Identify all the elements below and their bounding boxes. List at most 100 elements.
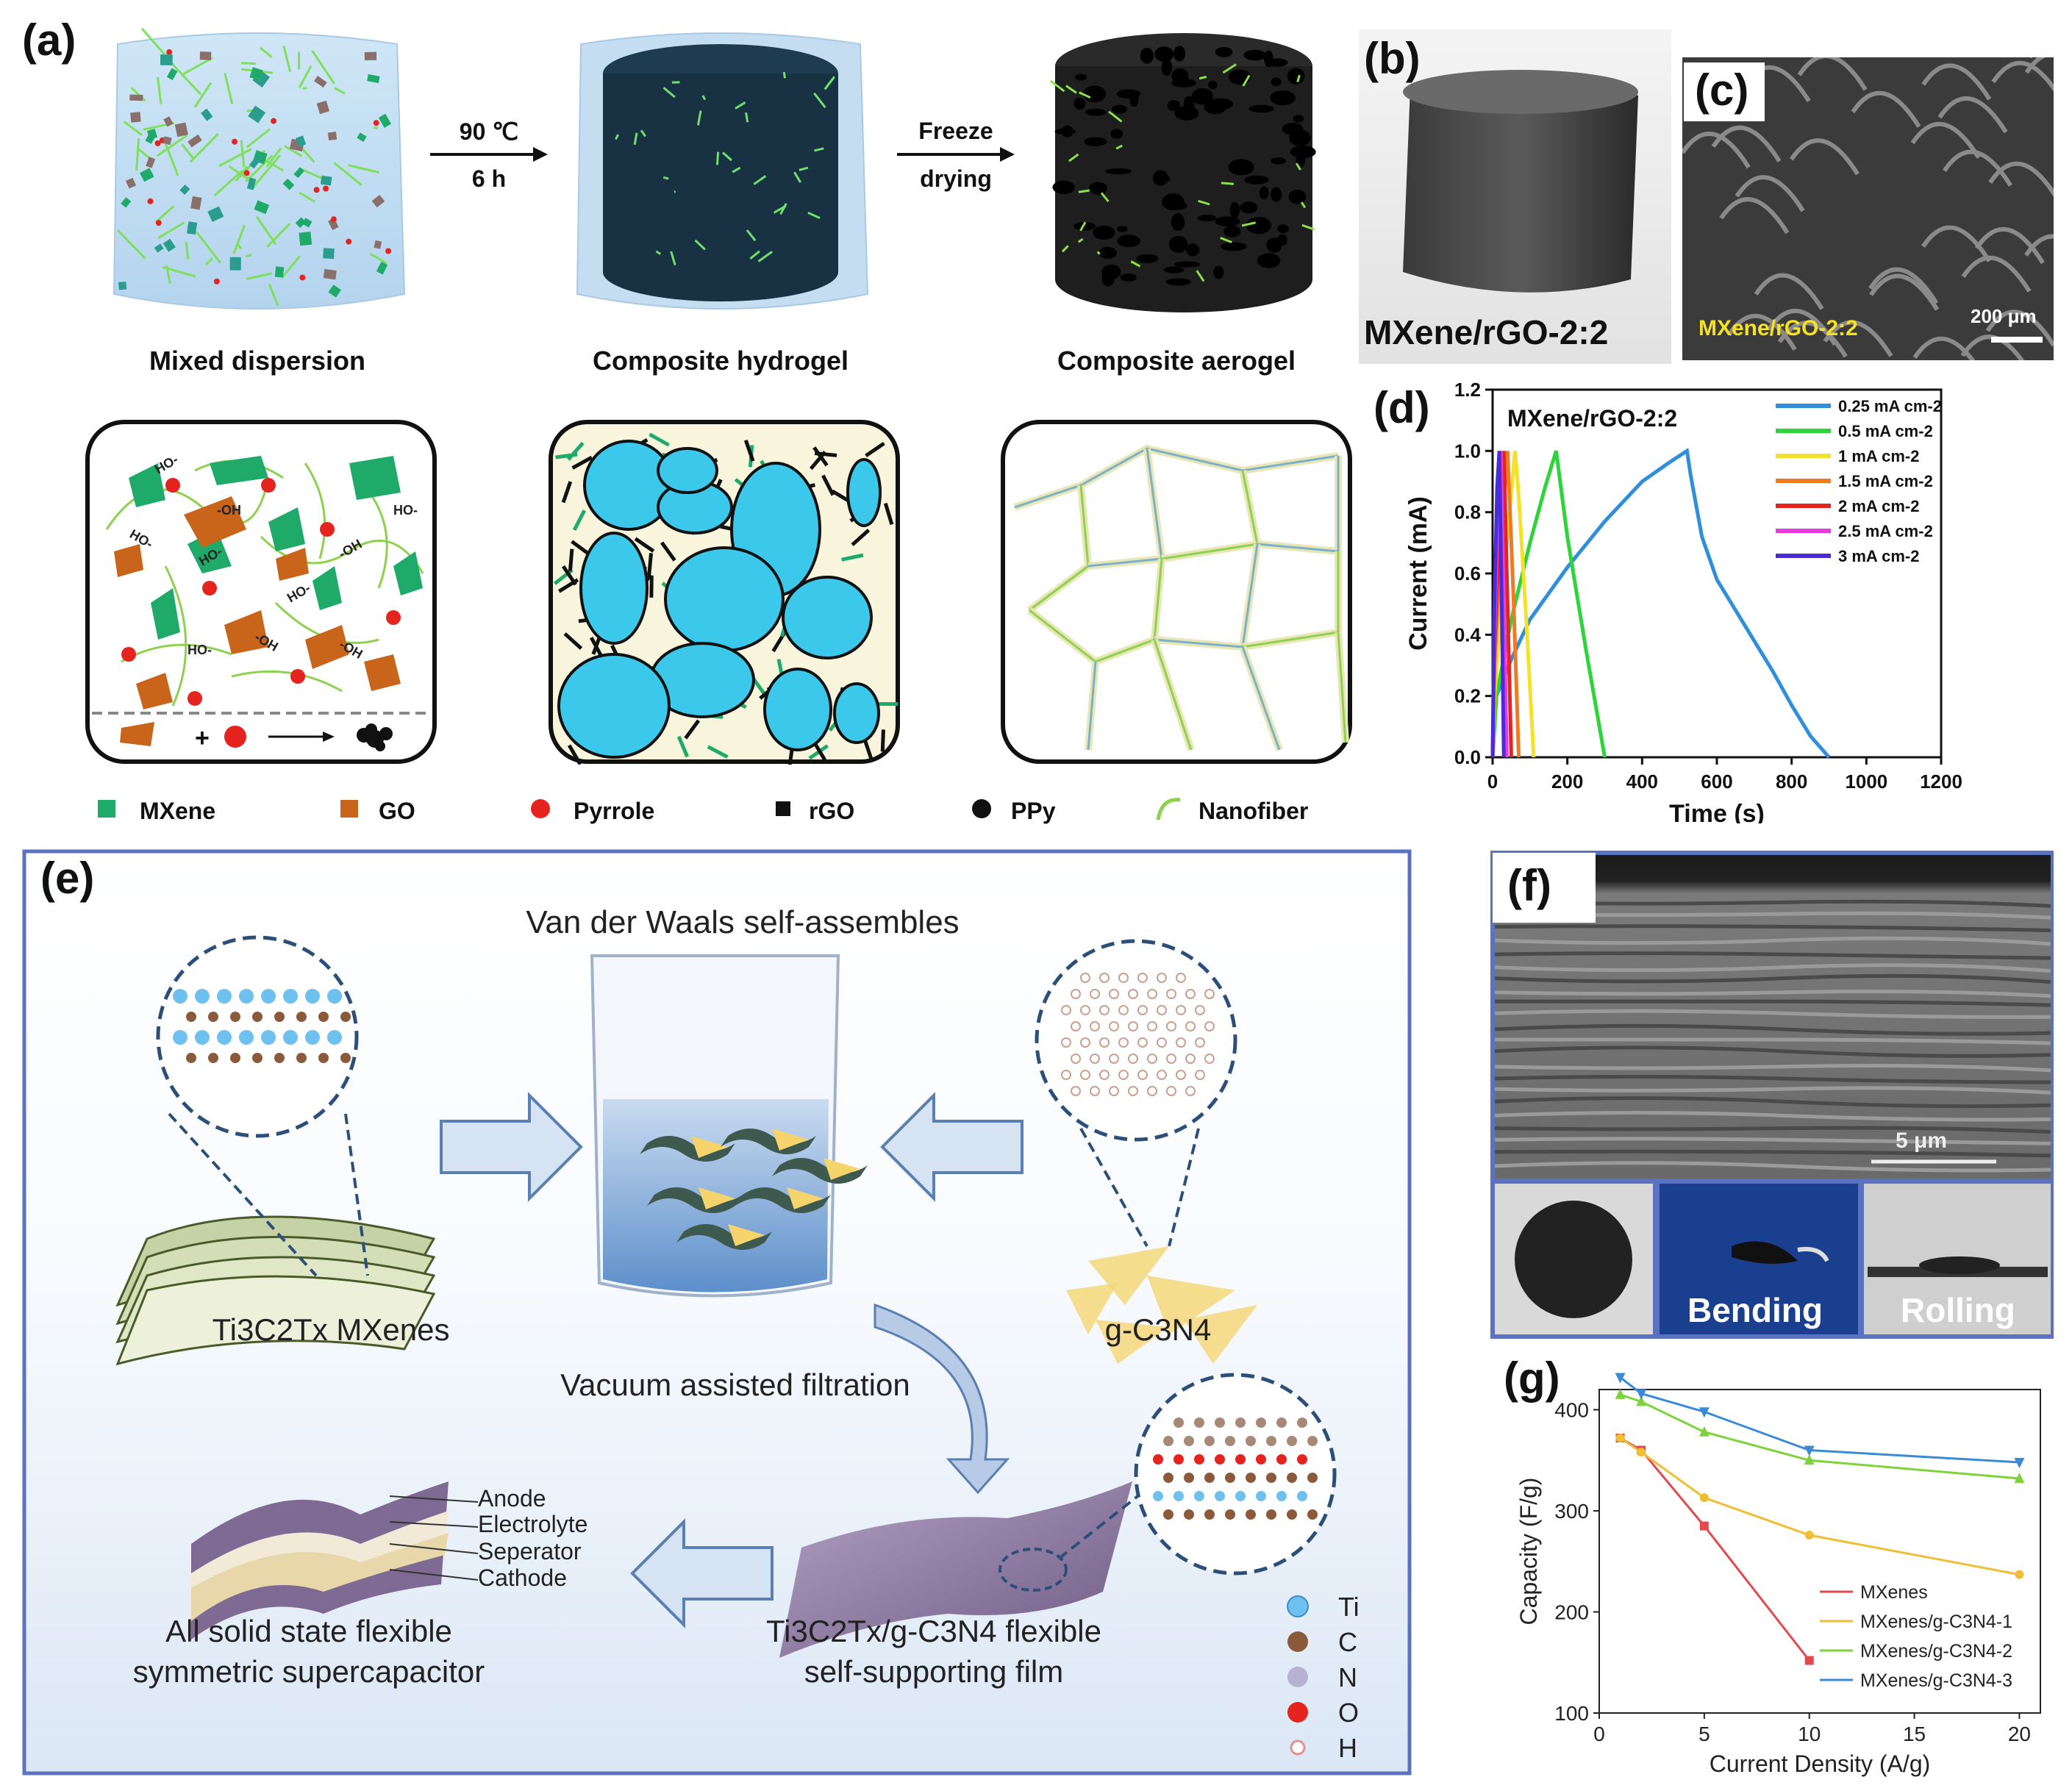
step2-line2: drying <box>920 165 992 192</box>
chart-g-xtick-label: 0 <box>1593 1723 1605 1745</box>
hydrogel-schematic <box>549 420 900 765</box>
chart-d-legend-label-4: 2 mA cm-2 <box>1838 497 1919 515</box>
chart-d-plot-area <box>1491 388 1943 759</box>
legend-rgo: rGO <box>809 798 855 824</box>
chart-g-point-0-2 <box>1699 1521 1709 1531</box>
chart-g-plot-area <box>1598 1389 2041 1714</box>
panel-e-frame <box>22 849 1412 1776</box>
chart-d-xtick-label: 600 <box>1701 770 1732 793</box>
chart-g-point-3-2 <box>1698 1407 1710 1418</box>
panel-b-caption: MXene/rGO-2:2 <box>1364 313 1609 351</box>
rolling-label: Rolling <box>1901 1291 2015 1329</box>
panel-f-frame <box>1490 851 2054 1339</box>
functional-group-7: HO- <box>187 643 212 657</box>
chart-d-ytick-label: 0.4 <box>1454 623 1482 646</box>
functional-group-4: HO- <box>393 503 418 518</box>
chart-g-point-3-3 <box>1804 1445 1815 1456</box>
chart-d-xtick-label: 1000 <box>1845 770 1887 793</box>
chart-g-xtick-label: 20 <box>2008 1723 2031 1745</box>
legend-nanofiber-swatch <box>1156 798 1181 820</box>
mxene-label: Ti3C2Tx MXenes <box>212 1312 450 1347</box>
chart-g-ytick-label: 300 <box>1554 1500 1589 1523</box>
chart-d-ylabel: Current (mA) <box>1404 496 1432 651</box>
chart-g: 0 5 10 15 20 100 200 300 400 Current Density (A/g… <box>1515 1373 2041 1777</box>
chart-g-xlabel: Current Density (A/g) <box>1710 1751 1931 1777</box>
device-line1: All solid state flexible <box>165 1614 452 1648</box>
chart-g-point-2-2 <box>1698 1426 1710 1437</box>
chart-d-ytick-label: 0.8 <box>1454 501 1481 523</box>
chart-g-point-2-4 <box>2014 1473 2025 1483</box>
panel-f-scalebar: 5 μm <box>1896 1129 1948 1153</box>
chart-d-title: MXene/rGO-2:2 <box>1507 405 1677 432</box>
panel-f-label: (f) <box>1507 861 1551 910</box>
chart-d: 0 200 400 600 800 1000 1200 0.0 0.2 0.4 0.6 0.8 1.0 1… <box>1404 379 1962 823</box>
panel-g-label: (g) <box>1504 1353 1560 1403</box>
legend-ppy: PPy <box>1011 798 1056 824</box>
filtration-label: Vacuum assisted filtration <box>560 1367 910 1402</box>
legend-go: GO <box>379 798 415 824</box>
chart-g-point-2-0 <box>1615 1388 1626 1399</box>
chart-g-point-2-1 <box>1636 1395 1647 1406</box>
chart-g-legend-label-0: MXenes <box>1860 1582 1928 1603</box>
legend-pyrrole: Pyrrole <box>574 798 655 824</box>
bending-label: Bending <box>1687 1291 1823 1329</box>
chart-d-ytick-label: 0.2 <box>1454 685 1481 707</box>
chart-d-xlabel: Time (s) <box>1669 800 1765 823</box>
process-arrow-1 <box>430 147 548 162</box>
atom-ti: Ti <box>1338 1592 1360 1622</box>
chart-d-legend-label-6: 3 mA cm-2 <box>1838 547 1919 565</box>
chart-d-ytick-label: 1.2 <box>1454 379 1481 401</box>
stage-label-mixed: Mixed dispersion <box>149 346 366 376</box>
atom-h: H <box>1338 1733 1357 1763</box>
chart-g-xtick-label: 5 <box>1698 1723 1710 1745</box>
layer-separator: Seperator <box>478 1538 582 1564</box>
chart-g-point-3-4 <box>2014 1458 2025 1468</box>
process-arrow-2 <box>897 147 1015 162</box>
panel-b-label: (b) <box>1364 34 1421 83</box>
chart-d-ytick-label: 0.0 <box>1454 746 1481 768</box>
chart-g-xtick-label: 15 <box>1903 1723 1926 1745</box>
layer-cathode: Cathode <box>478 1564 567 1591</box>
chart-d-series-line-6 <box>1490 451 1506 758</box>
stage-label-hydrogel: Composite hydrogel <box>592 346 849 376</box>
reaction-plus: + <box>195 724 210 752</box>
chart-g-ytick-label: 100 <box>1554 1702 1589 1725</box>
chart-d-legend-label-2: 1 mA cm-2 <box>1838 447 1919 465</box>
chart-g-ytick-label: 400 <box>1554 1399 1589 1422</box>
atom-c: C <box>1338 1627 1357 1657</box>
aerogel-schematic <box>1001 420 1352 764</box>
atom-n: N <box>1338 1662 1357 1692</box>
legend-go-swatch <box>340 800 358 818</box>
panel-c-scalebar: 200 μm <box>1971 305 2037 327</box>
device-line2: symmetric supercapacitor <box>132 1654 485 1689</box>
chart-g-point-1-1 <box>1637 1448 1646 1457</box>
composite-aerogel-illustration <box>1049 33 1316 312</box>
film-line1: Ti3C2Tx/g-C3N4 flexible <box>766 1614 1101 1648</box>
chart-g-ytick-label: 200 <box>1554 1601 1589 1624</box>
chart-d-xtick-label: 0 <box>1487 770 1498 793</box>
atom-o: O <box>1338 1698 1360 1728</box>
legend-mxene: MXene <box>140 798 216 824</box>
step1-temp: 90 ℃ <box>459 118 519 145</box>
chart-g-point-3-1 <box>1636 1389 1647 1400</box>
chart-d-legend-label-0: 0.25 mA cm-2 <box>1838 397 1942 415</box>
legend-ppy-swatch <box>972 799 991 818</box>
legend-pyrrole-swatch <box>531 799 550 818</box>
aerogel-photo <box>1359 29 1671 364</box>
panel-a-label: (a) <box>22 15 76 65</box>
gcn-label: g-C3N4 <box>1104 1312 1212 1347</box>
panel-c-label: (c) <box>1695 65 1749 115</box>
stage-label-aerogel: Composite aerogel <box>1057 346 1296 376</box>
legend-mxene-swatch <box>98 800 115 818</box>
chart-g-point-1-3 <box>1804 1531 1814 1540</box>
chart-g-legend-label-3: MXenes/g-C3N4-3 <box>1860 1670 2012 1691</box>
chart-d-legend-label-5: 2.5 mA cm-2 <box>1838 522 1933 540</box>
chart-d-xtick-label: 400 <box>1626 770 1658 793</box>
chart-g-legend-label-1: MXenes/g-C3N4-1 <box>1860 1612 2012 1632</box>
chart-d-xtick-label: 800 <box>1776 770 1807 793</box>
step2-line1: Freeze <box>918 118 993 144</box>
layer-anode: Anode <box>478 1485 546 1512</box>
chart-d-legend-label-3: 1.5 mA cm-2 <box>1838 472 1933 490</box>
chart-g-point-2-3 <box>1804 1454 1815 1465</box>
chart-g-point-1-4 <box>2015 1570 2024 1579</box>
